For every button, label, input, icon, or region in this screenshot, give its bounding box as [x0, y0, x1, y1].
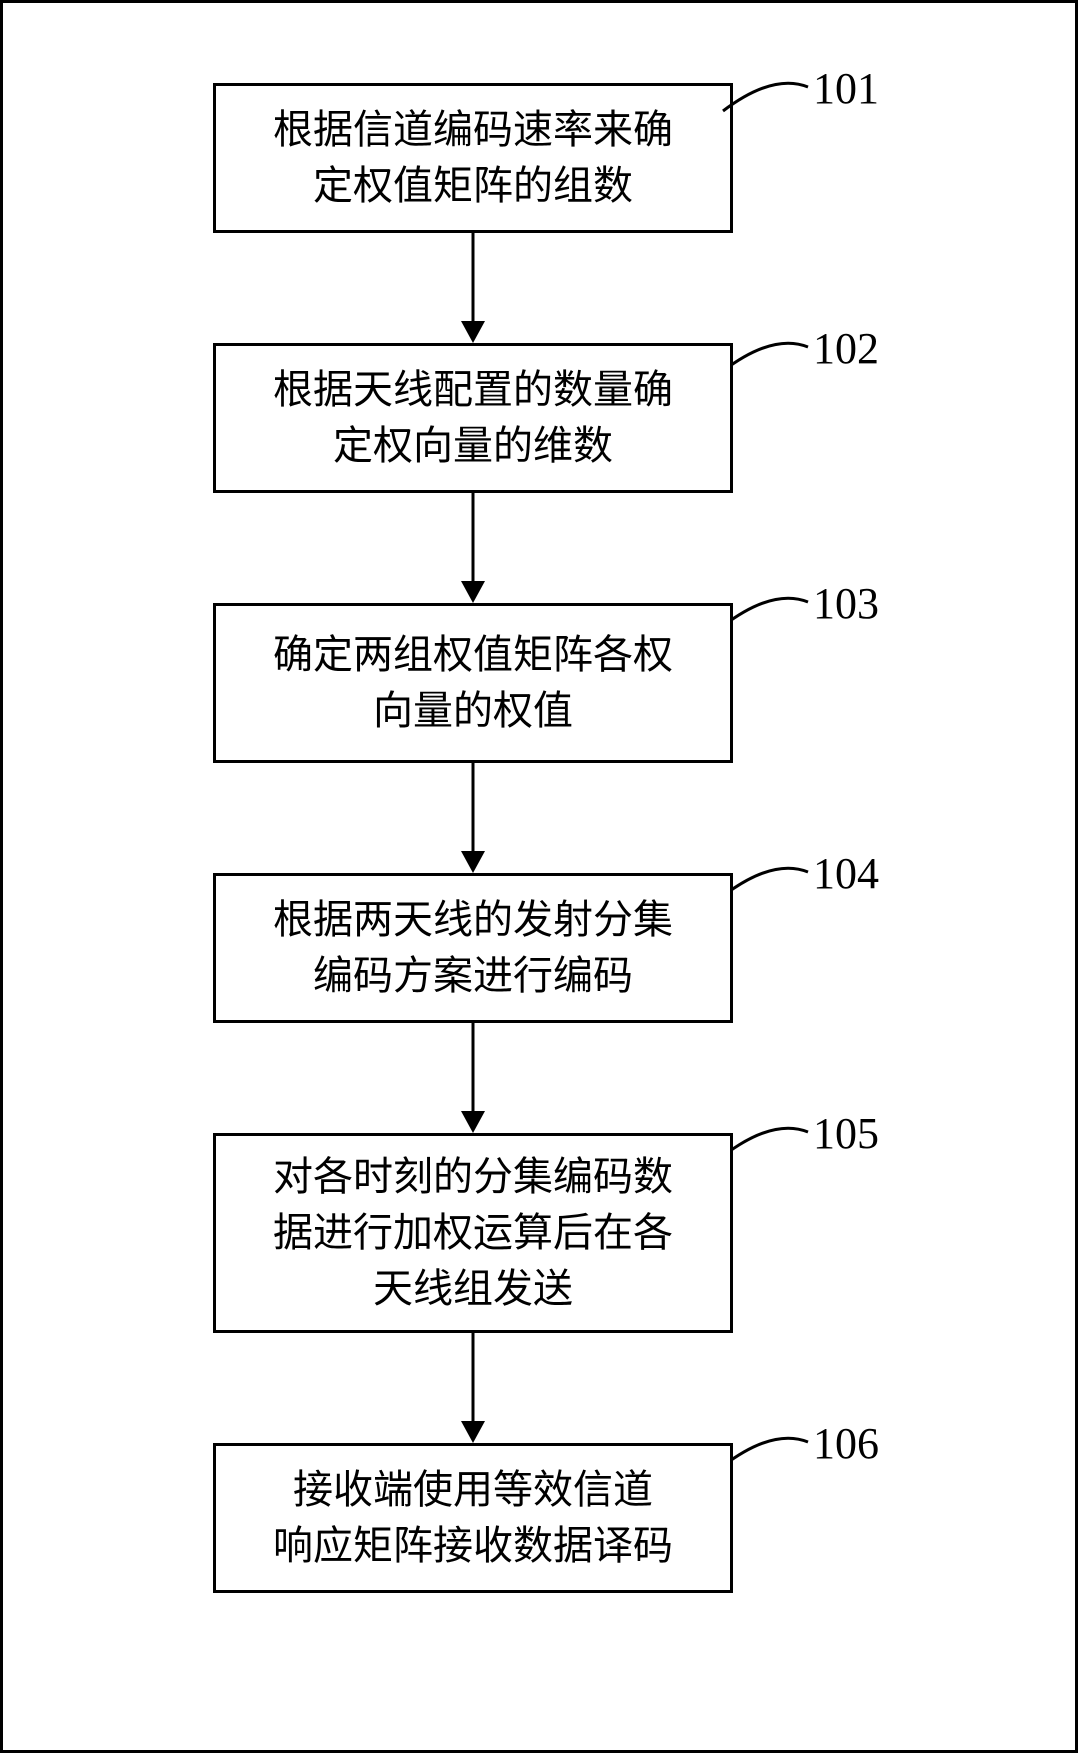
node-text: 接收端使用等效信道 响应矩阵接收数据译码 — [273, 1462, 673, 1574]
flow-node-104: 根据两天线的发射分集 编码方案进行编码 — [213, 873, 733, 1023]
flow-node-106: 接收端使用等效信道 响应矩阵接收数据译码 — [213, 1443, 733, 1593]
node-label-105: 105 — [813, 1108, 879, 1159]
arrow-head-icon — [461, 581, 485, 603]
arrow-line — [472, 493, 475, 581]
node-label-106: 106 — [813, 1418, 879, 1469]
flow-node-101: 根据信道编码速率来确 定权值矩阵的组数 — [213, 83, 733, 233]
arrow-head-icon — [461, 1421, 485, 1443]
arrow-line — [472, 763, 475, 851]
flowchart-page: 根据信道编码速率来确 定权值矩阵的组数 101 根据天线配置的数量确 定权向量的… — [0, 0, 1078, 1753]
flow-node-105: 对各时刻的分集编码数 据进行加权运算后在各 天线组发送 — [213, 1133, 733, 1333]
node-label-102: 102 — [813, 323, 879, 374]
node-label-104: 104 — [813, 848, 879, 899]
node-text: 对各时刻的分集编码数 据进行加权运算后在各 天线组发送 — [273, 1149, 673, 1317]
node-label-103: 103 — [813, 578, 879, 629]
node-label-101: 101 — [813, 63, 879, 114]
node-text: 根据信道编码速率来确 定权值矩阵的组数 — [273, 102, 673, 214]
arrow-head-icon — [461, 851, 485, 873]
arrow-head-icon — [461, 1111, 485, 1133]
node-text: 根据两天线的发射分集 编码方案进行编码 — [273, 892, 673, 1004]
node-text: 确定两组权值矩阵各权 向量的权值 — [273, 627, 673, 739]
flow-node-103: 确定两组权值矩阵各权 向量的权值 — [213, 603, 733, 763]
arrow-line — [472, 233, 475, 321]
arrow-line — [472, 1023, 475, 1111]
flow-node-102: 根据天线配置的数量确 定权向量的维数 — [213, 343, 733, 493]
arrow-head-icon — [461, 321, 485, 343]
node-text: 根据天线配置的数量确 定权向量的维数 — [273, 362, 673, 474]
arrow-line — [472, 1333, 475, 1421]
